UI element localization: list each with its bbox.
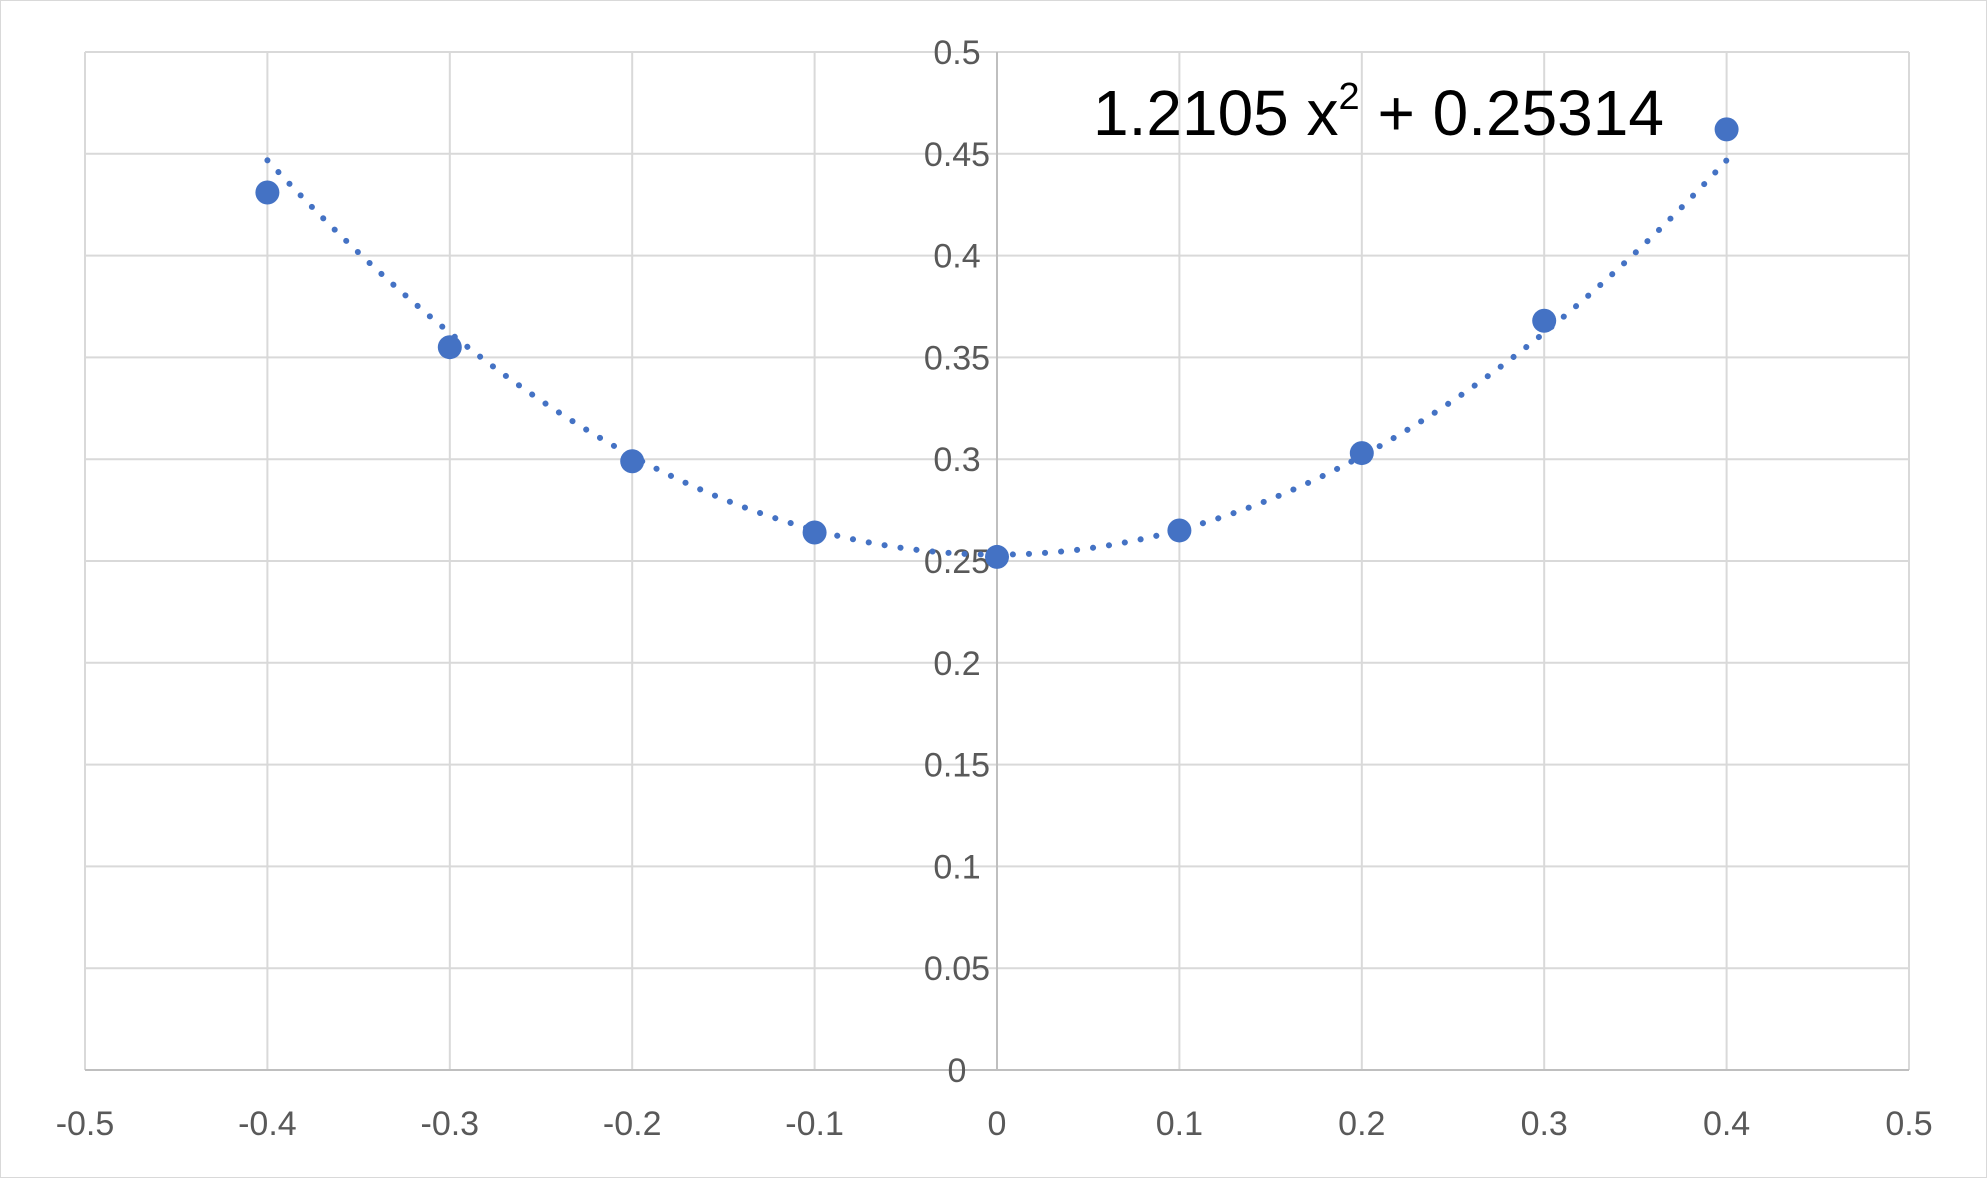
equation-exponent: 2 xyxy=(1339,76,1360,118)
data-point xyxy=(985,544,1009,569)
equation-coefficient: 1.2105 x xyxy=(1093,77,1339,149)
y-tick-label: 0.2 xyxy=(933,645,980,683)
data-point xyxy=(255,180,280,205)
y-tick-label: 0.45 xyxy=(924,136,990,174)
y-tick-label: 0.15 xyxy=(924,747,990,785)
data-point xyxy=(802,520,827,545)
data-point xyxy=(1532,308,1557,333)
y-tick-label: 0.1 xyxy=(933,848,980,886)
x-tick-label: 0 xyxy=(988,1105,1007,1143)
data-points xyxy=(255,117,1739,569)
x-tick-label: 0.4 xyxy=(1703,1105,1750,1143)
data-point xyxy=(1167,518,1192,543)
data-point xyxy=(437,335,462,360)
x-tick-label: -0.2 xyxy=(603,1105,662,1143)
x-tick-label: -0.4 xyxy=(238,1105,297,1143)
equation-constant: + 0.25314 xyxy=(1360,77,1664,149)
x-tick-label: 0.3 xyxy=(1521,1105,1568,1143)
y-tick-label: 0.3 xyxy=(933,441,980,479)
tick-labels: 0 0.05 0.1 0.15 0.2 0.25 0.3 0.35 0.4 0.45 0.5 -0.5… xyxy=(56,34,1933,1143)
x-tick-label: 0.1 xyxy=(1156,1105,1203,1143)
x-tick-label: 0.5 xyxy=(1885,1105,1932,1143)
y-tick-label: 0.35 xyxy=(924,339,990,377)
trendline-equation-label: 1.2105 x2 + 0.25314 xyxy=(1093,76,1664,149)
y-tick-label: 0.4 xyxy=(933,238,980,276)
data-point xyxy=(620,449,645,474)
x-tick-label: -0.1 xyxy=(785,1105,844,1143)
y-tick-label: 0 xyxy=(948,1052,967,1090)
data-point xyxy=(1349,441,1374,466)
x-tick-label: 0.2 xyxy=(1338,1105,1385,1143)
y-tick-label: 0.25 xyxy=(924,543,990,581)
x-tick-label: -0.3 xyxy=(421,1105,480,1143)
x-tick-label: -0.5 xyxy=(56,1105,115,1143)
y-tick-label: 0.05 xyxy=(924,950,990,988)
data-point xyxy=(1714,117,1739,142)
y-tick-label: 0.5 xyxy=(933,34,980,72)
